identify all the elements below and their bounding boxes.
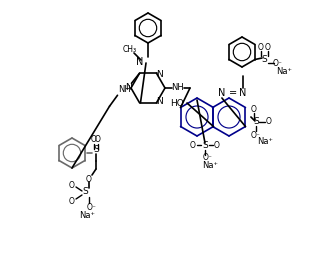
Text: =: = [229, 88, 237, 98]
Text: N: N [156, 70, 163, 79]
Text: N: N [239, 88, 246, 98]
Text: N: N [156, 97, 163, 106]
Text: S: S [253, 117, 259, 127]
Text: O: O [266, 117, 272, 127]
Text: O⁻: O⁻ [273, 58, 283, 68]
Text: O⁻: O⁻ [87, 203, 97, 211]
Text: O⁻: O⁻ [251, 130, 261, 139]
Text: O⁻: O⁻ [203, 153, 213, 163]
Text: NH: NH [172, 84, 184, 92]
Text: O: O [251, 105, 257, 115]
Text: CH₃: CH₃ [123, 45, 137, 55]
Text: Na⁺: Na⁺ [202, 162, 218, 170]
Text: O: O [190, 140, 196, 150]
Text: S: S [202, 141, 208, 151]
Text: N: N [218, 88, 225, 98]
Text: O: O [69, 198, 75, 206]
Text: S: S [82, 187, 88, 197]
Text: O: O [69, 181, 75, 189]
Text: HO: HO [170, 98, 184, 108]
Text: S: S [93, 145, 99, 155]
Text: Na⁺: Na⁺ [276, 68, 292, 76]
Text: Na⁺: Na⁺ [257, 137, 273, 145]
Text: Na⁺: Na⁺ [79, 211, 95, 221]
Text: O: O [95, 135, 101, 145]
Text: N: N [136, 57, 143, 67]
Text: O: O [91, 135, 97, 145]
Text: O: O [265, 44, 271, 52]
Text: S: S [261, 56, 267, 64]
Text: O: O [258, 44, 264, 52]
Text: N: N [125, 84, 131, 92]
Text: O: O [86, 175, 92, 183]
Text: NH: NH [118, 85, 131, 94]
Text: O: O [214, 140, 220, 150]
